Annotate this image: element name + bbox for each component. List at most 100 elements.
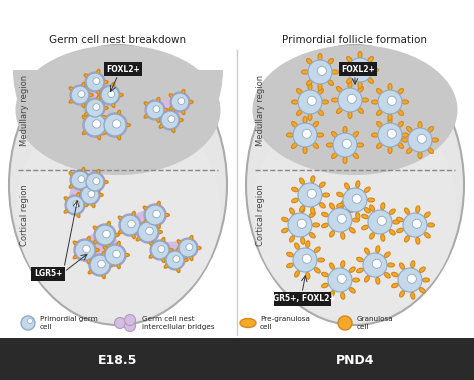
Ellipse shape [282,217,288,222]
Ellipse shape [419,288,425,293]
FancyArrowPatch shape [82,84,93,93]
Circle shape [160,110,180,130]
Text: LGR5+, FOXL2+: LGR5+, FOXL2+ [268,294,336,304]
Circle shape [105,245,125,265]
Ellipse shape [172,127,175,133]
Circle shape [363,253,387,277]
Ellipse shape [407,148,412,154]
Ellipse shape [91,182,95,188]
Ellipse shape [301,206,305,213]
Ellipse shape [94,249,99,252]
Ellipse shape [103,246,108,250]
Ellipse shape [88,256,93,260]
Ellipse shape [419,267,425,272]
Ellipse shape [381,203,385,210]
Circle shape [112,120,121,128]
Ellipse shape [84,86,89,90]
Ellipse shape [118,216,123,220]
Ellipse shape [370,205,374,211]
Ellipse shape [428,148,433,154]
Ellipse shape [318,54,322,60]
FancyArrowPatch shape [157,112,168,119]
Ellipse shape [143,206,148,210]
Ellipse shape [132,211,135,217]
Circle shape [298,183,322,207]
Circle shape [119,214,141,236]
Circle shape [333,133,357,157]
Ellipse shape [137,223,141,227]
Ellipse shape [111,102,115,108]
Ellipse shape [69,99,74,103]
Ellipse shape [418,152,422,158]
Ellipse shape [331,153,337,158]
Ellipse shape [410,261,415,268]
Ellipse shape [349,288,355,293]
Circle shape [153,210,160,218]
Circle shape [27,318,33,323]
Ellipse shape [341,261,345,268]
Ellipse shape [353,218,359,222]
Circle shape [378,90,402,114]
Circle shape [347,94,356,103]
Circle shape [138,222,158,242]
Circle shape [173,256,180,263]
Circle shape [21,316,35,330]
Ellipse shape [143,220,148,224]
Ellipse shape [431,138,438,142]
Ellipse shape [356,181,360,188]
FancyArrowPatch shape [77,184,93,203]
Circle shape [307,189,316,198]
Ellipse shape [144,102,149,106]
Circle shape [113,250,120,258]
Circle shape [337,274,346,283]
Ellipse shape [303,147,307,154]
Ellipse shape [178,119,183,122]
Ellipse shape [172,108,175,113]
Circle shape [101,86,119,104]
FancyArrowPatch shape [83,180,92,182]
Ellipse shape [376,277,380,284]
Ellipse shape [139,223,144,226]
Text: LGR5+: LGR5+ [34,269,62,279]
Ellipse shape [97,135,100,140]
Ellipse shape [331,98,338,102]
Ellipse shape [353,153,358,158]
Ellipse shape [157,201,160,207]
Circle shape [98,260,105,268]
Ellipse shape [97,110,100,116]
Ellipse shape [312,223,319,227]
Text: E18.5: E18.5 [98,353,137,366]
Circle shape [179,239,197,257]
Text: Cortical region: Cortical region [256,184,265,246]
Text: Primordial follicle formation: Primordial follicle formation [283,35,428,45]
Circle shape [128,220,135,228]
FancyArrowPatch shape [163,248,185,250]
Ellipse shape [410,292,415,299]
Ellipse shape [401,133,409,137]
Ellipse shape [91,202,95,207]
FancyArrowPatch shape [91,185,94,192]
Ellipse shape [87,258,90,264]
Circle shape [86,73,104,91]
Ellipse shape [309,233,315,238]
Circle shape [378,123,402,147]
Ellipse shape [105,124,110,127]
Circle shape [86,99,104,117]
Ellipse shape [76,193,80,198]
Ellipse shape [356,143,364,147]
Ellipse shape [84,186,89,190]
Ellipse shape [164,264,169,268]
Ellipse shape [356,268,364,273]
Ellipse shape [424,212,430,217]
Circle shape [146,227,153,235]
Ellipse shape [319,203,325,208]
Ellipse shape [287,252,293,257]
Ellipse shape [329,231,335,237]
Ellipse shape [341,292,345,299]
Circle shape [407,274,416,283]
Ellipse shape [290,236,294,242]
FancyArrowPatch shape [77,196,88,203]
Ellipse shape [177,252,182,256]
Circle shape [387,96,396,105]
Circle shape [104,244,126,266]
